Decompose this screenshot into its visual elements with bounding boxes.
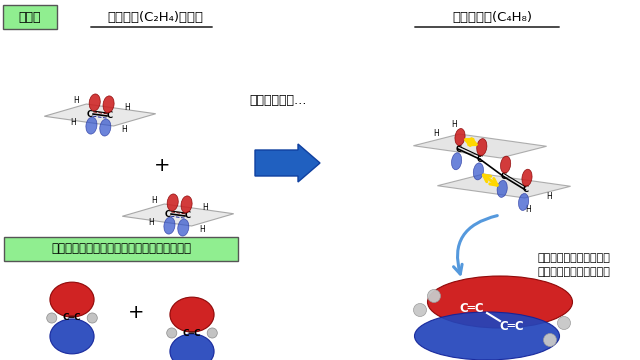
Polygon shape [122, 204, 234, 226]
Ellipse shape [497, 180, 508, 197]
Text: ブタジエン(C₄H₈): ブタジエン(C₄H₈) [452, 10, 532, 23]
Ellipse shape [87, 313, 97, 323]
Ellipse shape [170, 334, 214, 360]
Text: H: H [202, 203, 208, 212]
Text: C: C [165, 210, 171, 219]
Ellipse shape [50, 319, 94, 354]
Ellipse shape [428, 289, 440, 302]
Ellipse shape [164, 217, 175, 234]
Ellipse shape [166, 328, 177, 338]
Text: H: H [73, 96, 79, 105]
Ellipse shape [207, 328, 218, 338]
Polygon shape [413, 134, 547, 158]
Text: 新たな相互作用が生じ，
軌道が分子全体に広がる: 新たな相互作用が生じ， 軌道が分子全体に広がる [538, 253, 611, 278]
Text: H: H [148, 218, 154, 227]
Text: エチレン(C₂H₄)２分子: エチレン(C₂H₄)２分子 [107, 10, 203, 23]
Ellipse shape [500, 156, 511, 173]
Ellipse shape [477, 139, 487, 156]
Text: C: C [107, 112, 113, 121]
Ellipse shape [543, 333, 557, 346]
FancyBboxPatch shape [4, 237, 238, 261]
Ellipse shape [178, 219, 189, 236]
Ellipse shape [86, 117, 97, 134]
Ellipse shape [557, 316, 570, 329]
Text: H: H [546, 192, 552, 201]
Text: C═C: C═C [500, 320, 524, 333]
Text: +: + [128, 302, 144, 321]
Text: C: C [477, 155, 483, 164]
Text: +: + [154, 156, 170, 175]
Text: C═C: C═C [182, 328, 202, 338]
Text: C: C [87, 109, 93, 118]
Text: C: C [455, 145, 461, 154]
Ellipse shape [413, 303, 426, 316]
Polygon shape [437, 174, 571, 198]
Text: H: H [124, 103, 130, 112]
Ellipse shape [103, 96, 114, 113]
Text: H: H [70, 118, 76, 127]
Ellipse shape [455, 129, 465, 145]
Ellipse shape [170, 297, 214, 332]
Text: C═C: C═C [460, 302, 484, 315]
Ellipse shape [428, 276, 573, 328]
Ellipse shape [47, 313, 57, 323]
Text: C═C: C═C [63, 314, 81, 323]
FancyArrow shape [255, 144, 320, 182]
Text: コンピュータシミュレーションを用いた描画: コンピュータシミュレーションを用いた描画 [51, 243, 191, 256]
Text: H: H [151, 196, 157, 205]
Text: C: C [185, 211, 191, 220]
Ellipse shape [474, 163, 483, 180]
Text: H: H [433, 129, 439, 138]
Polygon shape [44, 104, 156, 126]
FancyBboxPatch shape [3, 5, 57, 29]
Text: H: H [122, 125, 127, 134]
Text: H: H [451, 120, 456, 129]
Ellipse shape [100, 119, 111, 136]
Text: 模式図: 模式図 [19, 10, 41, 23]
Ellipse shape [518, 193, 529, 211]
Ellipse shape [451, 153, 461, 170]
Text: 隣接させると…: 隣接させると… [249, 94, 307, 107]
Ellipse shape [181, 196, 192, 213]
Ellipse shape [415, 312, 559, 360]
Text: C: C [522, 185, 529, 194]
Ellipse shape [167, 194, 179, 211]
Text: C: C [501, 172, 507, 181]
Text: H: H [525, 205, 531, 214]
Ellipse shape [522, 169, 532, 186]
Ellipse shape [50, 282, 94, 317]
Ellipse shape [89, 94, 100, 111]
Text: H: H [199, 225, 205, 234]
